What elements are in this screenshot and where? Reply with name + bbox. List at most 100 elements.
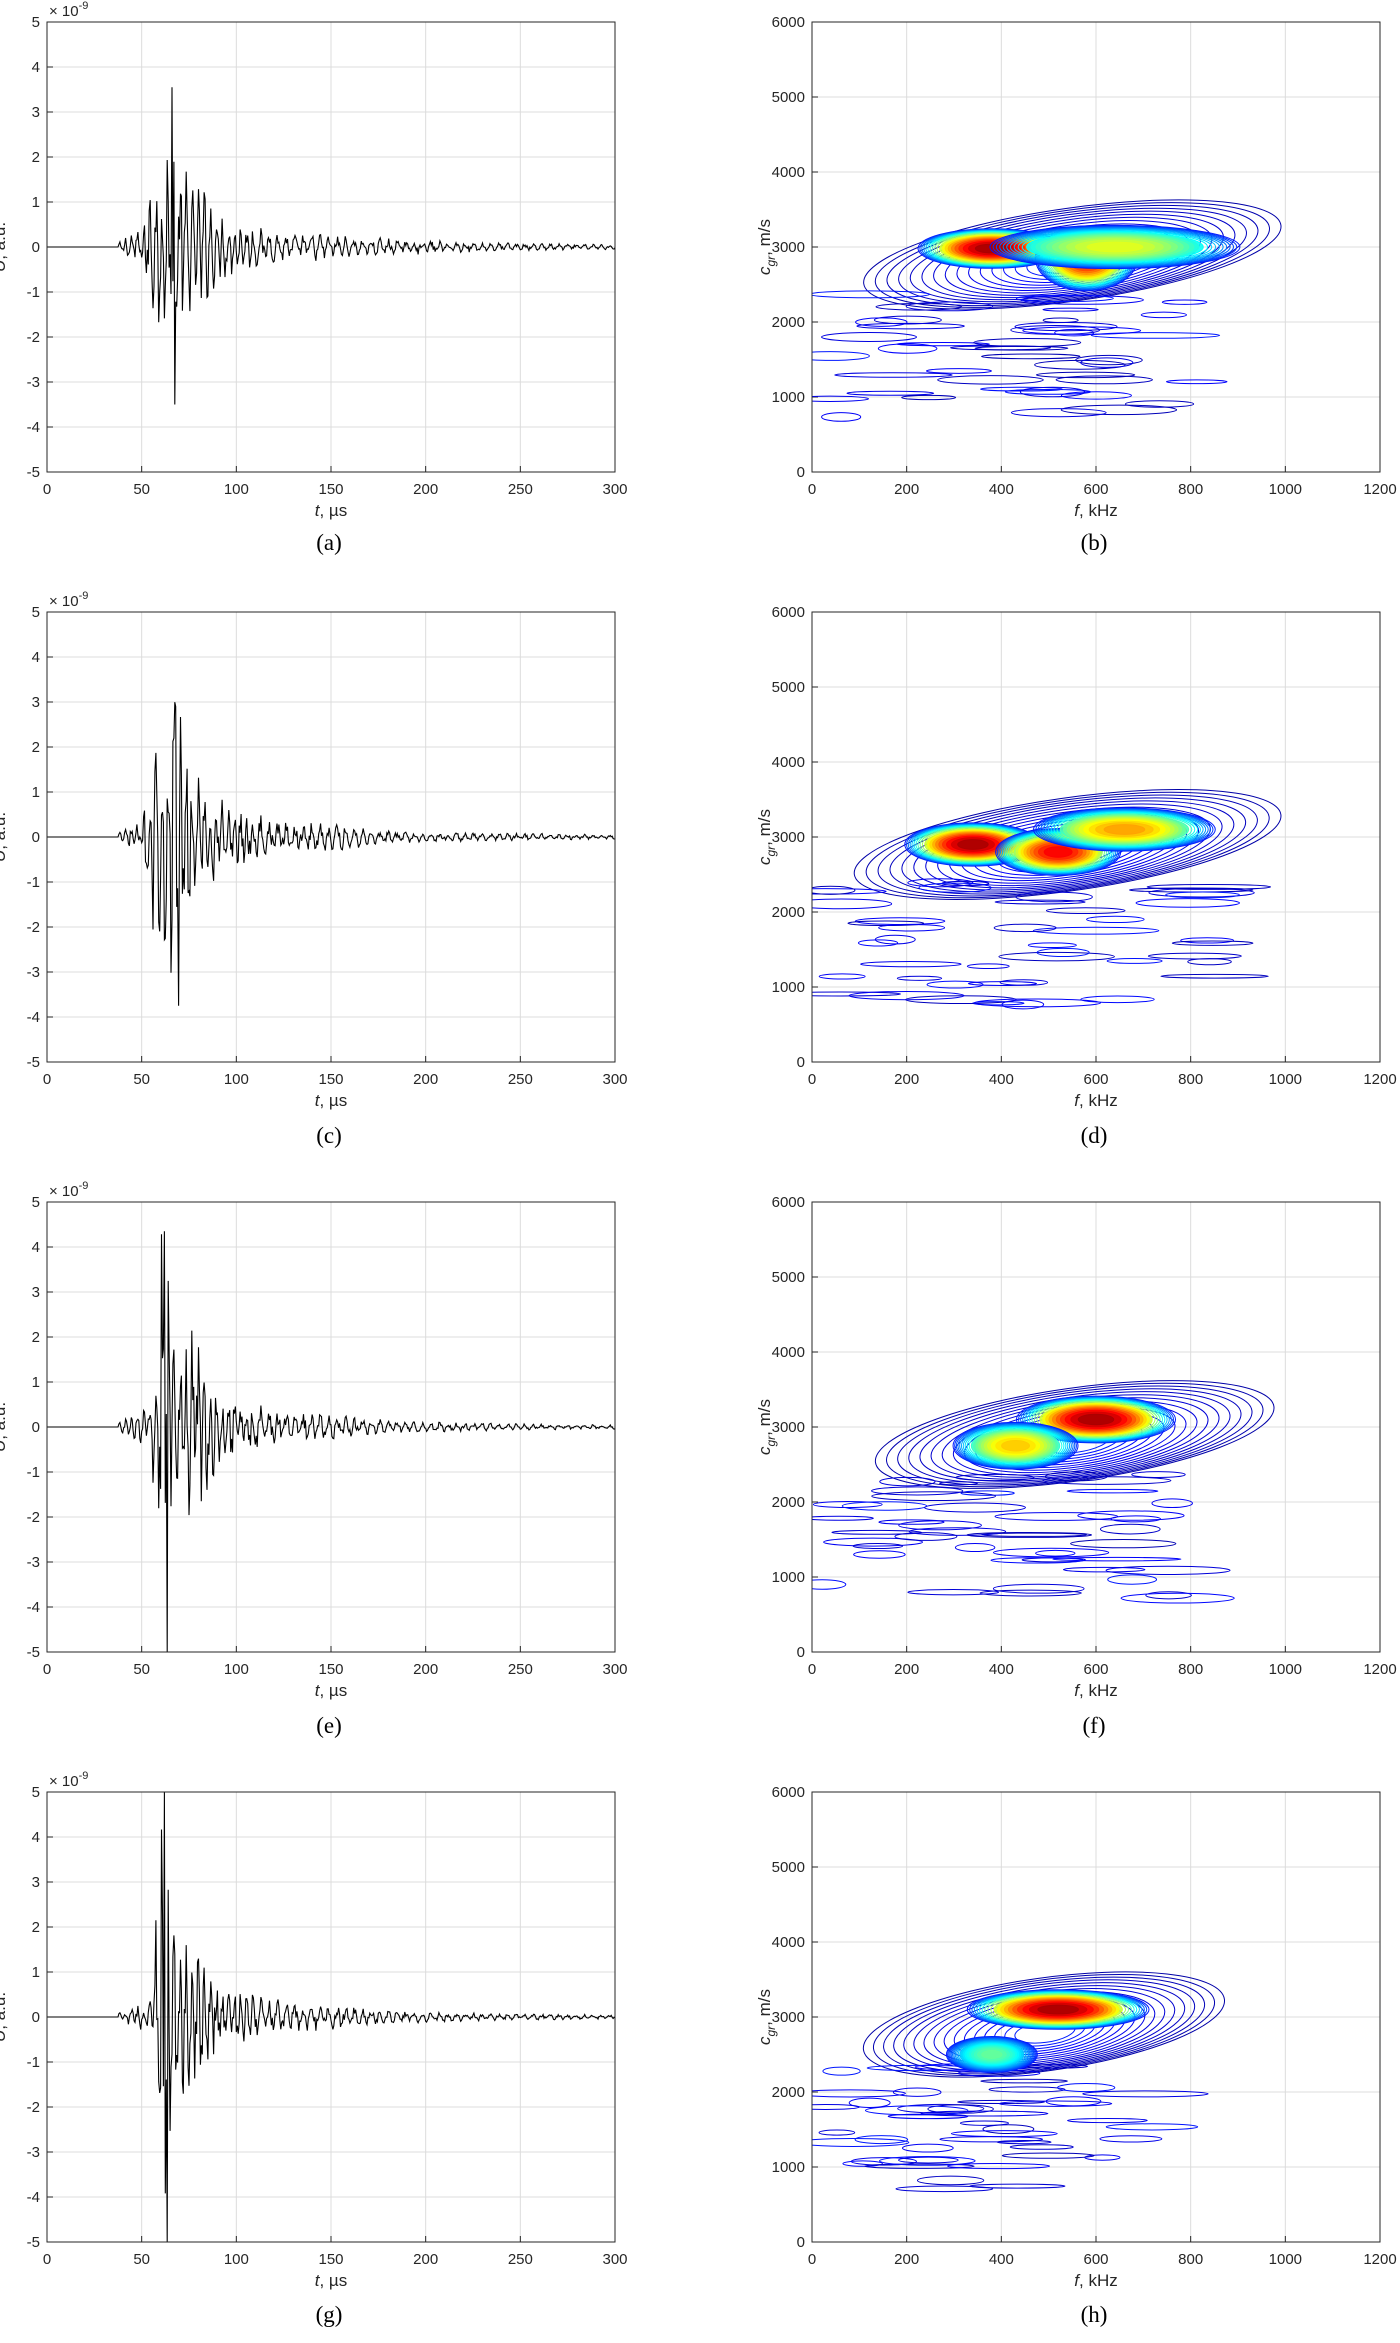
contour-line bbox=[1099, 2135, 1163, 2143]
y-tick-label: 5 bbox=[32, 1784, 40, 1801]
x-tick-label: 400 bbox=[989, 2251, 1014, 2268]
y-tick-label: -2 bbox=[27, 1509, 40, 1526]
contour-line bbox=[1035, 1549, 1076, 1557]
contour-peak bbox=[981, 1992, 1135, 2027]
x-tick-label: 600 bbox=[1083, 481, 1108, 498]
contour-line bbox=[1146, 883, 1272, 890]
contour-peak bbox=[1047, 810, 1201, 849]
x-axis-label-unit: , kHz bbox=[1079, 2271, 1118, 2290]
contour-line bbox=[842, 2160, 883, 2167]
contour-line bbox=[893, 1979, 1196, 2073]
contour-peak bbox=[1036, 1401, 1156, 1438]
contour-peak bbox=[1040, 809, 1209, 850]
x-tick-label: 0 bbox=[808, 481, 816, 498]
y-tick-label: 3000 bbox=[772, 1419, 805, 1436]
y-tick-label: 6000 bbox=[772, 604, 805, 621]
x-tick-label: 0 bbox=[43, 481, 51, 498]
y-axis-label-subscript: gr bbox=[764, 2025, 778, 2037]
x-tick-label: 300 bbox=[602, 1071, 627, 1088]
contour-line bbox=[896, 975, 943, 981]
y-tick-label: -3 bbox=[27, 374, 40, 391]
contour-peak bbox=[996, 828, 1120, 876]
x-axis-label: f, kHz bbox=[1074, 1091, 1117, 1110]
x-axis-label-var: t bbox=[315, 2271, 321, 2290]
contour-line bbox=[1090, 332, 1221, 339]
contour-line bbox=[877, 794, 1258, 897]
x-tick-label: 200 bbox=[894, 2251, 919, 2268]
x-tick-label: 250 bbox=[508, 1661, 533, 1678]
x-tick-label: 800 bbox=[1178, 1071, 1203, 1088]
panel-h: 0 200 400 600 800 1000 1200 6000 5000 4000 3000 200… bbox=[755, 1784, 1397, 2327]
contour-peak bbox=[1015, 1395, 1177, 1444]
contour-peak bbox=[1037, 2004, 1079, 2015]
plot-frame-top bbox=[46, 21, 616, 473]
contour-line bbox=[966, 1531, 1093, 1538]
panel-f: 0 200 400 600 800 1000 1200 6000 5000 4000 3000 200… bbox=[755, 1194, 1397, 1738]
contour-line bbox=[973, 998, 1102, 1008]
contour-line bbox=[812, 1501, 883, 1508]
contour-line bbox=[841, 1501, 928, 1511]
contour-peak bbox=[960, 1424, 1071, 1467]
y-tick-label: 0 bbox=[797, 464, 805, 481]
x-tick-label: 250 bbox=[508, 1071, 533, 1088]
y-tick-label: 5000 bbox=[772, 1269, 805, 1286]
y-tick-label: 1 bbox=[32, 784, 40, 801]
contour-peak bbox=[1043, 846, 1073, 858]
contour-peak bbox=[1013, 229, 1217, 265]
contour-peak bbox=[987, 1993, 1130, 2026]
contour-line bbox=[818, 973, 866, 980]
y-tick-label: 3 bbox=[32, 694, 40, 711]
contour-line bbox=[855, 317, 908, 327]
contour-peak bbox=[957, 1423, 1074, 1468]
contour-line bbox=[1042, 1476, 1172, 1485]
x-tick-label: 50 bbox=[133, 1071, 150, 1088]
contour-line bbox=[874, 202, 1270, 308]
signal-trace bbox=[47, 1231, 616, 1653]
contour-field bbox=[812, 1971, 1226, 2193]
contour-line bbox=[1015, 891, 1093, 903]
axis-exponent-power: -9 bbox=[79, 0, 89, 12]
y-tick-label: 4000 bbox=[772, 164, 805, 181]
contour-line bbox=[907, 878, 974, 888]
contour-peak bbox=[998, 829, 1118, 875]
axis-exponent-power: -9 bbox=[79, 590, 89, 602]
contour-peak bbox=[954, 2039, 1030, 2070]
contour-line bbox=[1032, 926, 1160, 935]
x-tick-label: 600 bbox=[1083, 1071, 1108, 1088]
y-tick-label: -5 bbox=[27, 2234, 40, 2251]
contour-line bbox=[898, 1520, 982, 1531]
contour-line bbox=[998, 2100, 1113, 2107]
contour-line bbox=[1080, 995, 1155, 1004]
x-axis-label: f, kHz bbox=[1074, 1681, 1117, 1700]
y-tick-label: -5 bbox=[27, 464, 40, 481]
y-tick-label: -4 bbox=[27, 419, 40, 436]
y-tick-label: 2000 bbox=[772, 904, 805, 921]
contour-line bbox=[974, 345, 1069, 351]
x-tick-label: 150 bbox=[318, 1661, 343, 1678]
contour-peak bbox=[952, 1421, 1079, 1470]
y-tick-label: -1 bbox=[27, 874, 40, 891]
contour-peak bbox=[1045, 810, 1204, 849]
contour-line bbox=[933, 216, 1213, 299]
contour-line bbox=[1171, 940, 1254, 946]
y-axis-label: U, a.u. bbox=[0, 812, 9, 862]
contour-line bbox=[897, 2103, 985, 2114]
contour-line bbox=[1054, 328, 1095, 337]
x-tick-label: 100 bbox=[224, 2251, 249, 2268]
contour-peak bbox=[984, 1993, 1132, 2026]
contour-line bbox=[1052, 1556, 1182, 1562]
contour-line bbox=[1086, 915, 1145, 924]
x-axis-label-unit: , µs bbox=[319, 1681, 347, 1700]
contour-line bbox=[1161, 299, 1208, 305]
x-tick-label: 1000 bbox=[1269, 481, 1302, 498]
contour-peak bbox=[966, 1989, 1150, 2030]
y-tick-label: 0 bbox=[797, 1644, 805, 1661]
contour-line bbox=[925, 368, 992, 374]
y-axis-label: U, a.u. bbox=[0, 1992, 9, 2042]
x-tick-label: 0 bbox=[43, 1071, 51, 1088]
plot-frame-top bbox=[46, 1791, 616, 2243]
contour-line bbox=[980, 2078, 1068, 2084]
y-tick-label: -4 bbox=[27, 2189, 40, 2206]
contour-peak bbox=[976, 1991, 1140, 2028]
x-tick-label: 1200 bbox=[1363, 1661, 1396, 1678]
